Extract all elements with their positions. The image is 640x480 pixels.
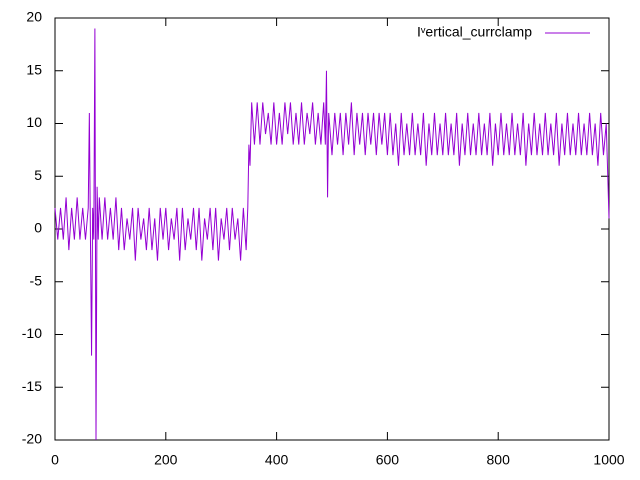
x-tick-label: 400 bbox=[265, 452, 289, 468]
y-tick-label: -10 bbox=[22, 325, 42, 341]
x-tick-label: 1000 bbox=[593, 452, 624, 468]
y-tick-label: 20 bbox=[26, 9, 42, 25]
y-tick-label: 5 bbox=[34, 167, 42, 183]
y-tick-label: 10 bbox=[26, 114, 42, 130]
y-tick-label: 15 bbox=[26, 61, 42, 77]
plot-border bbox=[54, 17, 610, 441]
y-tick-label: 0 bbox=[34, 220, 42, 236]
y-tick-label: -5 bbox=[30, 272, 43, 288]
x-tick-label: 800 bbox=[487, 452, 511, 468]
y-tick-label: -15 bbox=[22, 378, 42, 394]
x-tick-label: 600 bbox=[376, 452, 400, 468]
y-tick-label: -20 bbox=[22, 431, 42, 447]
legend-label: Iᵛertical_currclamp bbox=[417, 24, 532, 40]
x-tick-label: 200 bbox=[154, 452, 178, 468]
series-line bbox=[54, 28, 610, 441]
x-tick-label: 0 bbox=[51, 452, 59, 468]
